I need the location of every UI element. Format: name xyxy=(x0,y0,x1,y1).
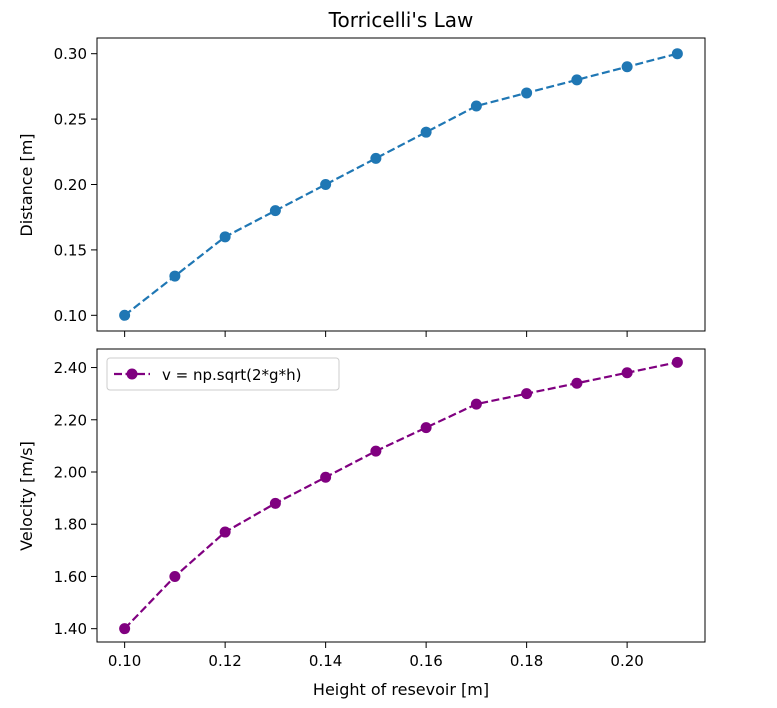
velocity-data-point xyxy=(370,445,382,457)
velocity-y-axis-label: Velocity [m/s] xyxy=(17,441,36,551)
distance-data-point xyxy=(169,270,181,282)
legend: v = np.sqrt(2*g*h) xyxy=(106,357,340,391)
velocity-data-point xyxy=(420,422,432,434)
distance-y-tick-label: 0.10 xyxy=(54,307,87,325)
legend-label: v = np.sqrt(2*g*h) xyxy=(162,366,301,384)
velocity-data-point xyxy=(320,471,332,483)
distance-y-axis-label: Distance [m] xyxy=(17,133,36,236)
velocity-x-tick-label: 0.12 xyxy=(208,652,241,670)
distance-data-point xyxy=(521,87,533,99)
distance-plot: 0.10 0.15 0.20 0.25 0.30 xyxy=(54,37,706,337)
distance-y-tick-label: 0.20 xyxy=(54,176,87,194)
distance-series-line xyxy=(123,52,678,317)
legend-marker xyxy=(126,368,138,380)
distance-data-point xyxy=(420,126,432,138)
velocity-x-tick-label: 0.16 xyxy=(409,652,442,670)
distance-y-tick-label: 0.30 xyxy=(54,45,87,63)
velocity-y-tick-label: 1.80 xyxy=(54,516,87,534)
velocity-x-tick-label: 0.18 xyxy=(510,652,543,670)
distance-data-point xyxy=(269,205,281,217)
velocity-data-point xyxy=(470,398,482,410)
distance-y-tick-label: 0.25 xyxy=(54,111,87,129)
velocity-data-point xyxy=(671,356,683,368)
distance-data-point xyxy=(219,231,231,243)
distance-data-point xyxy=(470,100,482,112)
velocity-data-point xyxy=(621,367,633,379)
velocity-plot: 1.40 1.60 1.80 2.00 2.20 2.40 0.10 0.12 0.14 0.16… xyxy=(54,348,706,670)
velocity-data-point xyxy=(571,377,583,389)
velocity-data-point xyxy=(119,623,131,635)
distance-data-point xyxy=(370,152,382,164)
velocity-data-point xyxy=(269,497,281,509)
velocity-y-tick-label: 2.00 xyxy=(54,463,87,481)
distance-y-tick-label: 0.15 xyxy=(54,241,87,259)
legend-box xyxy=(106,357,340,391)
velocity-y-tick-label: 2.20 xyxy=(54,411,87,429)
velocity-y-tick-label: 1.40 xyxy=(54,620,87,638)
velocity-y-tick-label: 2.40 xyxy=(54,359,87,377)
velocity-x-tick-label: 0.20 xyxy=(610,652,643,670)
distance-data-point xyxy=(320,179,332,190)
x-axis-label: Height of resevoir [m] xyxy=(313,680,489,699)
velocity-series-line xyxy=(123,361,678,630)
distance-plot-frame xyxy=(96,37,706,332)
velocity-plot-frame xyxy=(96,348,706,643)
distance-data-point xyxy=(119,309,131,321)
distance-data-point xyxy=(571,74,583,86)
distance-data-point xyxy=(621,61,633,73)
distance-data-point xyxy=(671,48,683,60)
velocity-data-point xyxy=(219,526,231,538)
velocity-x-tick-label: 0.10 xyxy=(108,652,141,670)
velocity-data-point xyxy=(521,388,533,400)
velocity-data-point xyxy=(169,570,181,582)
velocity-y-tick-label: 1.60 xyxy=(54,568,87,586)
velocity-x-tick-label: 0.14 xyxy=(309,652,342,670)
chart-title: Torricelli's Law xyxy=(328,8,474,32)
